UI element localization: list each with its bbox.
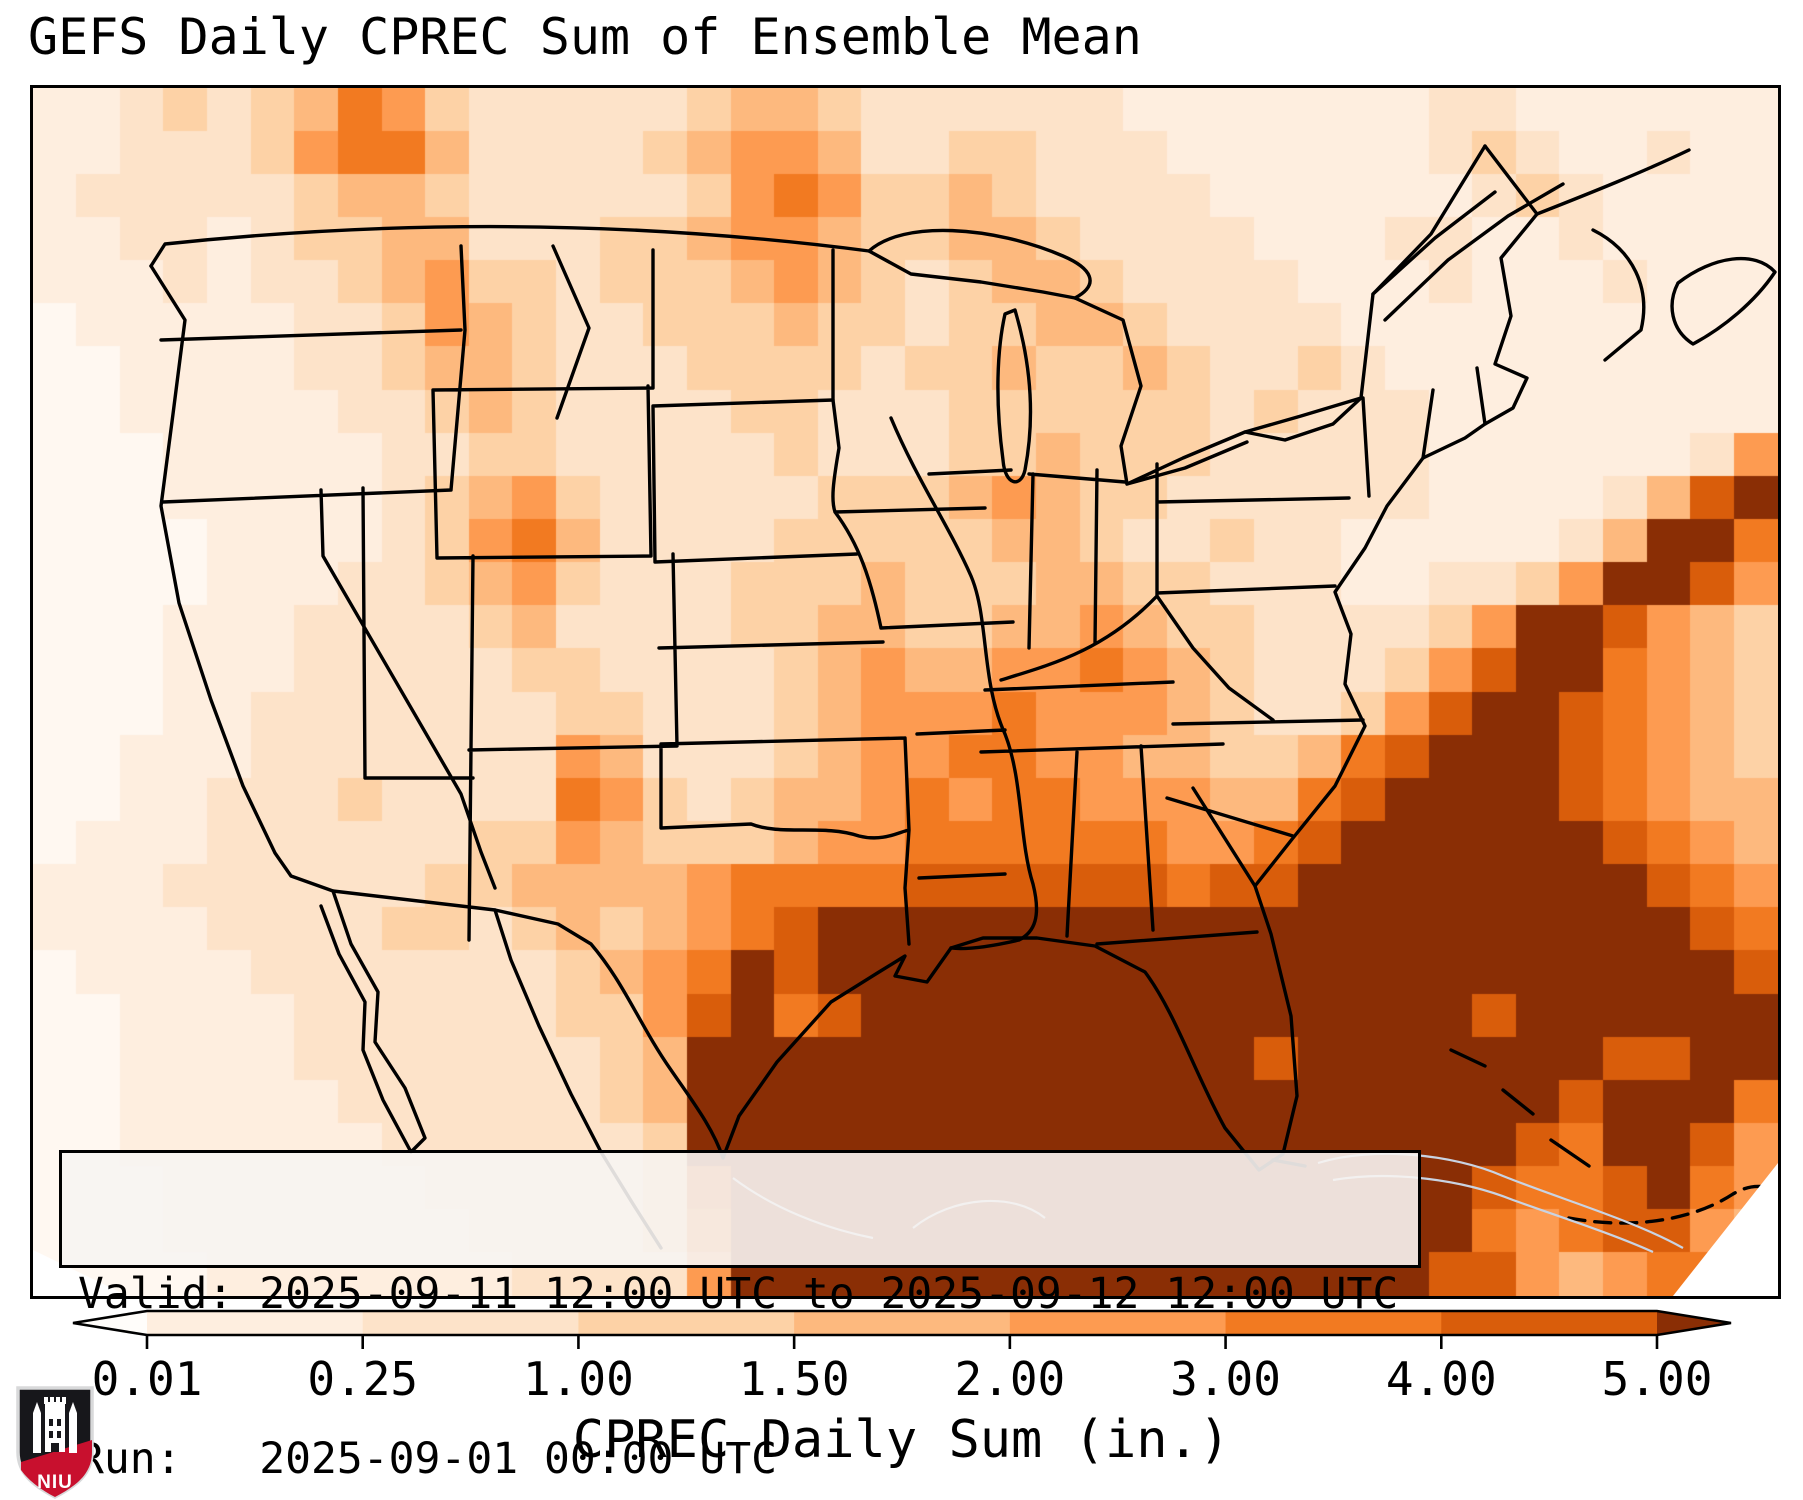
niu-logo: NIU xyxy=(16,1386,94,1499)
logo-red-band xyxy=(21,1440,92,1497)
bahamas-keys-islands xyxy=(1271,1048,1591,1168)
state-borders-plains xyxy=(831,248,1015,630)
colorbar-segment xyxy=(794,1311,1011,1335)
colorbar-tick-label: 3.00 xyxy=(1170,1352,1281,1406)
conus-coastline xyxy=(149,144,1539,1172)
precip-heatmap-canvas xyxy=(33,88,1778,1296)
colorbar-segment xyxy=(578,1311,795,1335)
canada-border-great-lakes xyxy=(149,144,1487,486)
lake-superior-outline xyxy=(867,228,1092,300)
lake-erie-ontario-outline xyxy=(1125,396,1363,486)
state-borders-west xyxy=(159,244,911,946)
colorbar-segment xyxy=(147,1311,364,1335)
colorbar-segment xyxy=(1009,1311,1227,1335)
colorbar-tick-label: 1.00 xyxy=(523,1352,634,1406)
lake-michigan-outline xyxy=(996,308,1033,484)
colorbar xyxy=(72,1309,1732,1349)
faint-graticule-coastlines xyxy=(732,1152,1684,1254)
colorbar-tick-label: 0.25 xyxy=(307,1352,419,1406)
colorbar-tick-label: 4.00 xyxy=(1385,1352,1497,1406)
colorbar-segment xyxy=(362,1311,580,1335)
map-borders-overlay xyxy=(33,144,1778,1296)
page-title: GEFS Daily CPREC Sum of Ensemble Mean xyxy=(28,8,1142,66)
colorbar-over-arrow xyxy=(1657,1311,1731,1335)
colorbar-under-arrow xyxy=(73,1311,147,1335)
logo-text: NIU xyxy=(37,1472,73,1493)
state-borders-east xyxy=(889,366,1487,951)
st-lawrence-maritimes xyxy=(1371,148,1777,362)
colorbar-tick-label: 1.50 xyxy=(738,1352,850,1406)
no-data-wedge-right xyxy=(1673,1163,1778,1296)
no-data-wedge-left xyxy=(33,1250,128,1296)
map-panel: Valid: 2025-09-11 12:00 UTC to 2025-09-1… xyxy=(30,85,1781,1484)
run-time-text: Run: 2025-09-01 00:00 UTC xyxy=(78,1434,777,1484)
colorbar-segment xyxy=(1225,1311,1442,1335)
colorbar-axis-label: CPREC Daily Sum (in.) xyxy=(572,1410,1231,1470)
castle-windows xyxy=(49,1419,61,1452)
colorbar-tick-label: 5.00 xyxy=(1601,1352,1713,1406)
castle-icon xyxy=(33,1397,77,1453)
colorbar-segment xyxy=(1441,1311,1658,1335)
colorbar-tick-label: 2.00 xyxy=(954,1352,1066,1406)
info-box: Valid: 2025-09-11 12:00 UTC to 2025-09-1… xyxy=(59,1150,1421,1484)
colorbar-tick-label: 0.01 xyxy=(91,1352,203,1406)
